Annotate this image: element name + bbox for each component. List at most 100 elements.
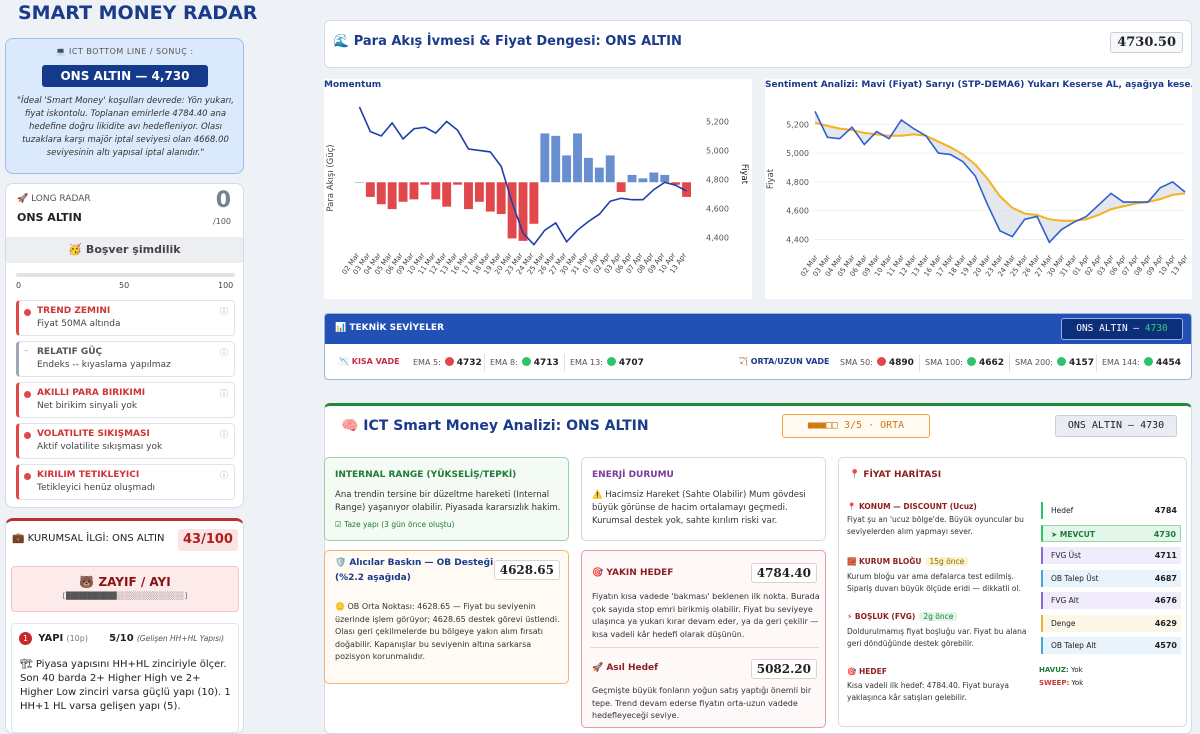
scale-mid: 50 xyxy=(119,281,130,290)
ema-separator xyxy=(564,354,565,372)
sweep-row: SWEEP: Yok xyxy=(1039,679,1083,687)
sma-value: 4454 xyxy=(1155,358,1181,368)
enerji-desc: ⚠️ Hacimsiz Hareket (Sahte Olabilir) Mum… xyxy=(592,490,806,526)
zayif-ayi-box: 🐻 ZAYIF / AYI [████████████░░░░░░░░░░░░░… xyxy=(11,566,239,612)
momentum-bar xyxy=(638,178,648,183)
ema-value: 4707 xyxy=(618,358,644,368)
ict-pill: ONS ALTIN — 4,730 xyxy=(42,65,208,87)
long-radar-item-title: TREND ZEMINI xyxy=(37,306,111,316)
yapi-sub: (10p) xyxy=(66,634,88,643)
asil-hedef-title: 🚀 Asıl Hedef xyxy=(592,663,659,673)
left-panel: SMART MONEY RADAR 💻 ICT BOTTOM LINE / SO… xyxy=(0,0,262,734)
fiyat-haritasi-box: 📍 FİYAT HARİTASI 📍 KONUM — DISCOUNT (Ucu… xyxy=(838,457,1187,727)
long-radar-item[interactable]: KIRILIM TETIKLEYICI Tetikleyici henüz olu… xyxy=(16,464,235,500)
momentum-bar xyxy=(398,182,408,202)
momentum-bar xyxy=(518,182,528,241)
sweep-value: Yok xyxy=(1071,679,1084,687)
status-dot-icon xyxy=(1143,357,1153,366)
status-dot-icon xyxy=(24,473,31,480)
para-akis-value: 4730.50 xyxy=(1110,32,1183,53)
info-icon[interactable]: ⓘ xyxy=(220,307,228,316)
y2-axis-label: Fiyat xyxy=(739,164,749,185)
momentum-bar xyxy=(540,133,550,183)
momentum-bar xyxy=(649,172,659,183)
internal-range-box: INTERNAL RANGE (YÜKSELİŞ/TEPKİ) Ana tren… xyxy=(324,457,569,541)
long-radar-item-desc: Fiyat 50MA altında xyxy=(37,319,121,329)
ema-value: 4713 xyxy=(533,358,559,368)
sma-label: EMA 144: xyxy=(1102,358,1140,367)
momentum-bar xyxy=(464,182,473,210)
momentum-bar xyxy=(562,155,572,183)
bosluk-desc: Doldurulmamış fiyat boşluğu var. Fiyat b… xyxy=(847,627,1027,648)
y-tick-label: 5,000 xyxy=(786,149,809,158)
price-level: Hedef 4784 xyxy=(1041,502,1181,519)
ema-separator xyxy=(484,354,485,372)
price-level: FVG Üst 4711 xyxy=(1041,547,1181,564)
sma-item: EMA 144: 4454 xyxy=(1102,357,1181,368)
info-icon[interactable]: ⓘ xyxy=(220,430,228,439)
momentum-bar xyxy=(551,135,561,183)
bosluk-badge: 2g önce xyxy=(919,612,958,621)
y-tick-label: 4,600 xyxy=(786,207,809,216)
sma-label: SMA 200: xyxy=(1015,358,1053,367)
price-level-value: 4711 xyxy=(1154,551,1177,560)
long-radar-item[interactable]: TREND ZEMINI Fiyat 50MA altında ⓘ xyxy=(16,300,235,336)
sentiment-chart-title: Sentiment Analizi: Mavi (Fiyat) Sarıyı (… xyxy=(765,80,1192,90)
sma-item: SMA 200: 4157 xyxy=(1015,357,1094,368)
sentiment-chart: Sentiment Analizi: Mavi (Fiyat) Sarıyı (… xyxy=(765,79,1192,299)
price-level-label: FVG Üst xyxy=(1051,551,1081,560)
y-tick-label: 5,200 xyxy=(786,120,809,129)
alici-title: 🛡️ Alıcılar Baskın — OB Desteği (%2.2 aş… xyxy=(335,558,494,583)
y-tick-label: 4,800 xyxy=(786,178,809,187)
momentum-bar xyxy=(365,182,375,197)
momentum-bar xyxy=(485,182,495,212)
long-radar-card: 🚀 LONG RADAR ONS ALTIN 0 /100 🥳 Boşver ş… xyxy=(5,183,244,508)
momentum-chart: Momentum 5,200 5,000 4,800 4,600 4,400 Para A… xyxy=(324,79,752,299)
kurumsal-header: 💼 KURUMSAL İLGİ: ONS ALTIN xyxy=(12,533,165,544)
y-tick-label: 4,400 xyxy=(786,235,809,244)
teknik-pill-name: ONS ALTIN — xyxy=(1076,323,1140,334)
para-akis-header: 🌊 Para Akış İvmesi & Fiyat Dengesi: ONS … xyxy=(324,20,1192,68)
long-radar-item-title: AKILLI PARA BIRIKIMI xyxy=(37,388,146,398)
momentum-bar xyxy=(387,182,397,210)
momentum-bar xyxy=(376,182,386,205)
yakin-hedef-title: 🎯 YAKIN HEDEF xyxy=(592,568,674,578)
bosluk-title: ⚡ BOŞLUK (FVG) 2g önce xyxy=(847,612,958,621)
teknik-pill: ONS ALTIN — 4730 xyxy=(1061,318,1183,340)
neutral-dash-icon: – xyxy=(24,346,29,356)
price-level-label: FVG Alt xyxy=(1051,596,1079,605)
kurum-blogu-badge: 15g önce xyxy=(925,557,969,566)
momentum-bar xyxy=(496,182,506,215)
momentum-bar xyxy=(660,174,670,183)
yakin-hedef-desc: Fiyatın kısa vadede 'bakması' beklenen i… xyxy=(592,592,820,639)
price-level-label: Hedef xyxy=(1051,506,1074,515)
y2-tick-label: 5,200 xyxy=(706,117,729,126)
zayif-ayi-label: 🐻 ZAYIF / AYI xyxy=(79,575,171,589)
status-dot-icon xyxy=(444,357,454,366)
ict-score-badge: ■■■□□ 3/5 · ORTA xyxy=(782,414,930,438)
info-icon[interactable]: ⓘ xyxy=(220,471,228,480)
status-dot-icon xyxy=(24,432,31,439)
long-radar-header: 🚀 LONG RADAR xyxy=(17,194,91,204)
long-radar-item-desc: Aktif volatilite sıkışması yok xyxy=(37,442,163,452)
momentum-bar xyxy=(431,182,441,200)
internal-range-note: ☑ Taze yapı (3 gün önce oluştu) xyxy=(335,520,455,529)
ema-label: EMA 8: xyxy=(490,358,518,367)
ict-header: 💻 ICT BOTTOM LINE / SONUÇ : xyxy=(55,47,194,56)
zayif-ayi-bar: [████████████░░░░░░░░░░░░░░░░] xyxy=(61,592,189,600)
internal-range-desc: Ana trendin tersine bir düzeltme hareket… xyxy=(335,490,561,513)
kisa-vade-label: 📉 KISA VADE xyxy=(339,357,400,366)
kurum-blogu-label: 🧱 KURUM BLOĞU xyxy=(847,557,922,566)
long-radar-item[interactable]: – RELATIF GÜÇ Endeks -- kıyaslama yapılmaz… xyxy=(16,341,235,377)
momentum-bar xyxy=(420,182,430,185)
long-radar-item[interactable]: VOLATILITE SIKIŞMASI Aktif volatilite sık… xyxy=(16,423,235,459)
status-dot-icon xyxy=(24,391,31,398)
long-radar-item-title: VOLATILITE SIKIŞMASI xyxy=(37,429,150,439)
info-icon[interactable]: ⓘ xyxy=(220,348,228,357)
long-radar-item-title: RELATIF GÜÇ xyxy=(37,347,103,357)
info-icon[interactable]: ⓘ xyxy=(220,389,228,398)
yapi-score-note: (Gelişen HH+HL Yapısı) xyxy=(136,634,225,643)
long-radar-item[interactable]: AKILLI PARA BIRIKIMI Net birikim sinyali … xyxy=(16,382,235,418)
status-dot-icon xyxy=(876,357,886,366)
momentum-bar xyxy=(442,182,452,207)
